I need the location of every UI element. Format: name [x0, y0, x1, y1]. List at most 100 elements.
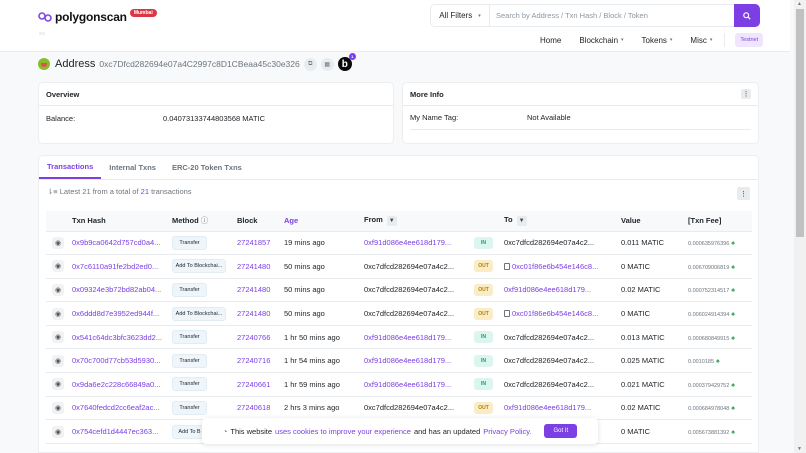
from-address-link[interactable]: 0xf91d086e4ee618d179... [364, 356, 452, 366]
from-address: 0xc7dfcd282694e07a4c2... [364, 309, 455, 319]
from-address-link[interactable]: 0xf91d086e4ee618d179... [364, 238, 452, 248]
nav-tokens[interactable]: Tokens ▾ [642, 36, 673, 45]
eye-icon[interactable]: ◉ [52, 425, 64, 438]
col-value: Value [617, 211, 684, 232]
summary-prefix: Latest 21 from a total of [59, 187, 139, 196]
eye-icon[interactable]: ◉ [52, 307, 64, 320]
tab-internal-txns[interactable]: Internal Txns [109, 163, 156, 172]
got-it-button[interactable]: Got It [544, 424, 578, 438]
value-cell: 0.011 MATIC [617, 231, 684, 256]
scrollbar-thumb[interactable] [796, 9, 804, 237]
to-cell: 0xf91d086e4ee618d179... [500, 278, 617, 303]
to-cell: 0xc01f86e6b454e146c8... [500, 301, 617, 326]
block-link[interactable]: 27241480 [237, 261, 271, 271]
row-preview-cell: ◉ [46, 396, 68, 421]
info-icon[interactable]: ⓘ [200, 216, 209, 226]
block-cell: 27241480 [233, 301, 280, 326]
block-link[interactable]: 27241857 [237, 238, 271, 248]
gas-lightbulb-icon[interactable]: ♠ [731, 405, 736, 413]
block-link[interactable]: 27240766 [237, 332, 271, 342]
gas-lightbulb-icon[interactable]: ♠ [731, 429, 736, 437]
filter-dropdown[interactable]: All Filters ▾ [431, 5, 490, 26]
from-address: 0xc7dfcd282694e07a4c2... [364, 403, 455, 413]
logo[interactable]: polygonscan Mumbai [38, 9, 157, 24]
method-cell: Transfer [168, 231, 233, 256]
page-scrollbar[interactable]: ▲ ▼ [794, 0, 806, 453]
txn-hash-link[interactable]: 0x6ddd8d7e3952ed944f... [72, 309, 160, 319]
scroll-down-icon[interactable]: ▼ [797, 446, 802, 452]
filter-icon[interactable]: ▼ [516, 216, 527, 227]
nav-blockchain[interactable]: Blockchain ▾ [579, 36, 623, 45]
from-address-link[interactable]: 0xf91d086e4ee618d179... [364, 332, 452, 342]
age-cell: 1 hr 59 mins ago [280, 372, 360, 397]
to-address-link[interactable]: 0xc01f86e6b454e146c8... [512, 309, 599, 319]
gas-lightbulb-icon[interactable]: ♠ [731, 263, 736, 271]
eye-icon[interactable]: ◉ [52, 354, 64, 367]
privacy-policy-link[interactable]: Privacy Policy. [483, 426, 532, 436]
qr-code-icon[interactable]: ▦ [320, 57, 334, 71]
table-options-icon[interactable]: ⋮ [737, 187, 750, 200]
to-address-link[interactable]: 0xf91d086e4ee618d179... [504, 285, 592, 295]
block-link[interactable]: 27240618 [237, 403, 271, 413]
gas-lightbulb-icon[interactable]: ♠ [731, 287, 736, 295]
testnet-button[interactable]: Testnet [735, 33, 764, 47]
search-button[interactable] [734, 4, 760, 27]
fee-cell: 0.000379429752 ♠ [684, 372, 752, 397]
from-address-link[interactable]: 0xf91d086e4ee618d179... [364, 379, 452, 389]
eye-icon[interactable]: ◉ [52, 331, 64, 344]
block-link[interactable]: 27240716 [237, 356, 271, 366]
txn-hash-link[interactable]: 0x541c64dc3bfc3623dd2... [72, 332, 163, 342]
nav-misc[interactable]: Misc ▾ [690, 36, 712, 45]
gas-lightbulb-icon[interactable]: ♠ [731, 381, 736, 389]
txn-hash-link[interactable]: 0x754cefd1d4447ec363... [72, 427, 159, 437]
transactions-card: Transactions Internal Txns ERC-20 Token … [38, 155, 759, 453]
cookie-policy-link[interactable]: uses cookies to improve your experience [275, 426, 411, 436]
eye-icon[interactable]: ◉ [52, 260, 64, 273]
fee-cell: 0.006024914394 ♠ [684, 301, 752, 326]
row-preview-cell: ◉ [46, 348, 68, 374]
txn-hash-link[interactable]: 0x9da6e2c228c66849a0... [72, 379, 161, 389]
block-cell: 27241480 [233, 254, 280, 279]
to-address-link[interactable]: 0xf91d086e4ee618d179... [504, 403, 592, 413]
eye-icon[interactable]: ◉ [52, 378, 64, 391]
col-age[interactable]: Age [280, 211, 360, 232]
gas-lightbulb-icon[interactable]: ♠ [731, 311, 736, 319]
to-address-link[interactable]: 0xc01f86e6b454e146c8... [512, 261, 599, 271]
eye-icon[interactable]: ◉ [52, 283, 64, 296]
txn-hash-link[interactable]: 0x09324e3b72bd82ab04... [72, 285, 162, 295]
txn-hash-link[interactable]: 0x9b9ca0642d757cd0a4... [72, 238, 161, 248]
filter-icon[interactable]: ▼ [386, 216, 397, 227]
scroll-up-icon[interactable]: ▲ [797, 1, 802, 7]
txn-hash-link[interactable]: 0x70c700d77cb53d5930... [72, 356, 161, 366]
value-cell: 0 MATIC [617, 254, 684, 279]
value-cell: 0 MATIC [617, 301, 684, 326]
decorative-dot [39, 32, 45, 35]
block-link[interactable]: 27241480 [237, 285, 271, 295]
block-link[interactable]: 27240661 [237, 379, 271, 389]
method-badge: Transfer [172, 353, 207, 368]
copy-icon[interactable]: ⧉ [303, 57, 317, 71]
block-link[interactable]: 27241480 [237, 309, 271, 319]
fee-cell: 0.000680849915 ♠ [684, 325, 752, 350]
eye-icon[interactable]: ◉ [52, 401, 64, 414]
row-preview-cell: ◉ [46, 301, 68, 326]
gas-lightbulb-icon[interactable]: ♠ [731, 240, 736, 248]
tab-transactions[interactable]: Transactions [39, 156, 102, 179]
method-cell: Add To Blockchai... [168, 254, 233, 279]
chevron-down-icon: ▾ [669, 37, 673, 43]
eye-icon[interactable]: ◉ [52, 236, 64, 249]
more-options-icon[interactable]: ⋮ [741, 89, 751, 99]
txn-hash-link[interactable]: 0x7640fedcd2cc6eaf2ac... [72, 403, 160, 413]
txn-fee: 0.006709006819 [688, 264, 730, 271]
txn-hash-link[interactable]: 0x7c6110a91fe2bd2ed0... [72, 261, 159, 271]
gas-lightbulb-icon[interactable]: ♠ [731, 334, 736, 342]
tab-erc20-token-txns[interactable]: ERC-20 Token Txns [171, 163, 242, 172]
search-input[interactable] [490, 5, 734, 26]
fee-cell: 0.005673881392 ♠ [684, 419, 752, 444]
network-badge: Mumbai [129, 9, 157, 17]
nav-home[interactable]: Home [540, 36, 561, 45]
col-txn-fee[interactable]: [Txn Fee] [684, 211, 752, 232]
summary-count-link[interactable]: 21 [140, 187, 149, 196]
gas-lightbulb-icon[interactable]: ♠ [716, 358, 720, 366]
